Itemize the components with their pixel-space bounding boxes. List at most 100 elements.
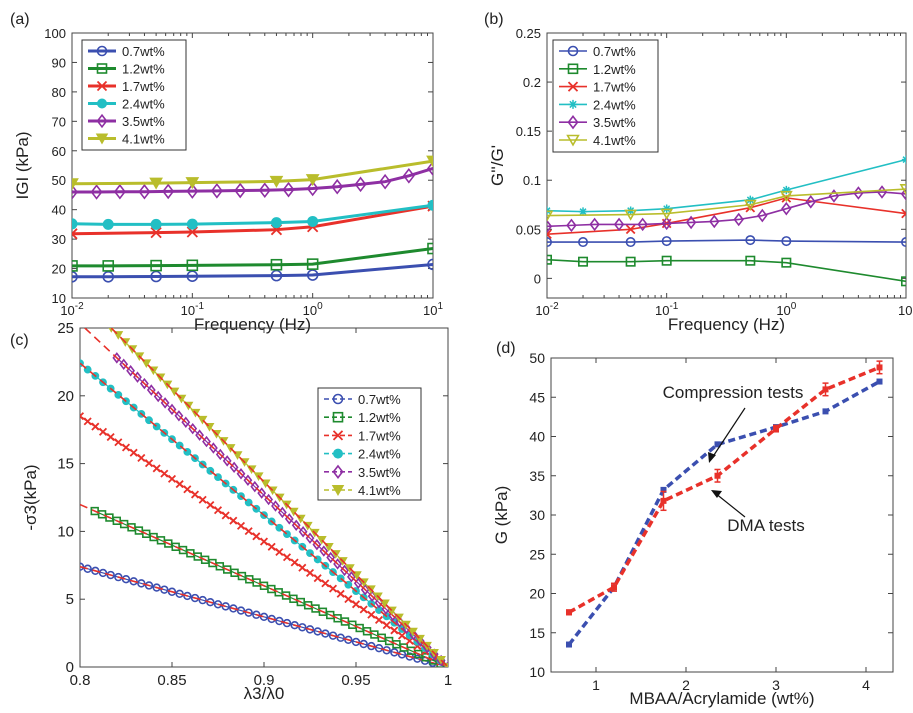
legend-marker xyxy=(332,430,344,441)
plot-area xyxy=(80,328,448,667)
legend-label: 1.7wt% xyxy=(122,79,165,94)
y-tick-label: 60 xyxy=(52,144,66,159)
y-axis-title-a: IGI (kPa) xyxy=(13,131,32,199)
x-axis-title-b: Frequency (Hz) xyxy=(668,315,785,334)
data-point xyxy=(210,183,223,199)
data-point xyxy=(313,627,322,636)
legend-label: 0.7wt% xyxy=(122,44,165,59)
data-point xyxy=(900,276,906,287)
data-point xyxy=(282,618,292,628)
legend-marker xyxy=(332,464,344,479)
data-point xyxy=(331,178,344,195)
data-point xyxy=(150,270,162,283)
data-point xyxy=(306,258,319,270)
data-point xyxy=(822,386,829,393)
legend-marker xyxy=(333,448,343,459)
legend-label: 1.2wt% xyxy=(122,62,165,77)
data-line xyxy=(547,239,906,243)
data-point xyxy=(589,217,600,232)
data-point xyxy=(305,625,315,634)
x-tick-label: 3 xyxy=(772,677,780,693)
data-point xyxy=(685,215,697,230)
data-point xyxy=(547,237,552,248)
data-point xyxy=(661,236,672,247)
legend-marker xyxy=(567,63,579,75)
data-point xyxy=(427,258,433,271)
data-point xyxy=(138,183,151,200)
legend-marker xyxy=(568,99,578,109)
plot-area xyxy=(547,155,906,287)
y-tick-label: 90 xyxy=(52,55,66,70)
y-tick-label: 45 xyxy=(529,389,545,405)
data-point xyxy=(781,201,792,216)
data-point xyxy=(822,408,829,415)
y-tick-label: 15 xyxy=(57,456,74,473)
x-tick-label: 1 xyxy=(592,677,600,693)
data-point xyxy=(745,255,756,266)
data-point xyxy=(578,237,589,248)
data-point xyxy=(186,183,199,199)
legend-box xyxy=(317,387,422,501)
data-point xyxy=(146,384,156,396)
y-tick-label: 10 xyxy=(529,664,545,680)
legend-label: 4.1wt% xyxy=(358,483,401,498)
data-point xyxy=(566,609,572,616)
data-line xyxy=(567,380,881,646)
data-point xyxy=(190,593,200,603)
plot-frame xyxy=(546,32,907,299)
data-point xyxy=(80,562,85,571)
data-point xyxy=(102,260,115,272)
y-axis-title-d: G (kPa) xyxy=(492,486,511,545)
legend-marker xyxy=(332,393,344,405)
legend-marker xyxy=(96,113,108,129)
y-tick-label: 25 xyxy=(529,546,545,562)
data-point xyxy=(328,631,338,640)
data-point xyxy=(150,259,162,272)
data-point xyxy=(186,226,198,238)
legend-label: 2.4wt% xyxy=(593,97,636,112)
y-tick-label: 70 xyxy=(52,114,66,129)
data-point xyxy=(436,656,446,665)
legend-box xyxy=(81,39,187,151)
data-point xyxy=(426,160,433,177)
panel-d-shear-modulus: (d) MBAA/Acrylamide (wt%) G (kPa) 1 2 3 4 10… xyxy=(492,340,894,708)
data-line xyxy=(547,188,906,217)
fit-line xyxy=(80,565,448,667)
data-point xyxy=(102,218,114,230)
data-point xyxy=(113,183,126,200)
data-point xyxy=(72,184,79,200)
plot-area xyxy=(566,360,883,648)
data-point xyxy=(346,571,356,583)
y-tick-label: 30 xyxy=(52,232,66,247)
y-tick-label: 10 xyxy=(52,291,66,306)
plot-frame xyxy=(550,357,894,673)
legend-label: 0.7wt% xyxy=(593,44,636,59)
data-point xyxy=(206,597,215,607)
x-tick-label: 2 xyxy=(682,677,690,693)
legend-label: 1.7wt% xyxy=(358,428,401,443)
legend: 0.7wt% 1.2wt% 1.7wt% 2.4wt% 3.5wt% 4.1wt% xyxy=(317,387,422,501)
data-point xyxy=(745,235,756,246)
legend-label: 1.7wt% xyxy=(593,80,636,95)
data-line xyxy=(547,191,906,228)
data-point xyxy=(547,229,552,240)
data-point xyxy=(259,612,269,622)
x-tick-label: 101 xyxy=(898,301,913,318)
legend: 0.7wt% 1.2wt% 1.7wt% 2.4wt% 3.5wt% 4.1wt% xyxy=(81,39,187,151)
arrow-head xyxy=(711,490,722,498)
y-tick-label: 100 xyxy=(44,26,66,41)
legend-marker xyxy=(96,63,108,74)
annotation-compression: Compression tests xyxy=(663,383,804,402)
x-tick-label: 101 xyxy=(423,301,443,318)
data-point xyxy=(743,199,757,211)
data-point xyxy=(222,455,232,467)
legend-label: 3.5wt% xyxy=(122,114,165,129)
data-point xyxy=(336,633,345,642)
data-point xyxy=(213,600,223,609)
data-point xyxy=(781,257,792,268)
data-point xyxy=(150,226,162,239)
y-tick-label: 20 xyxy=(57,388,74,405)
legend-marker xyxy=(567,81,579,92)
data-point xyxy=(876,364,883,371)
legend-box xyxy=(552,39,659,153)
